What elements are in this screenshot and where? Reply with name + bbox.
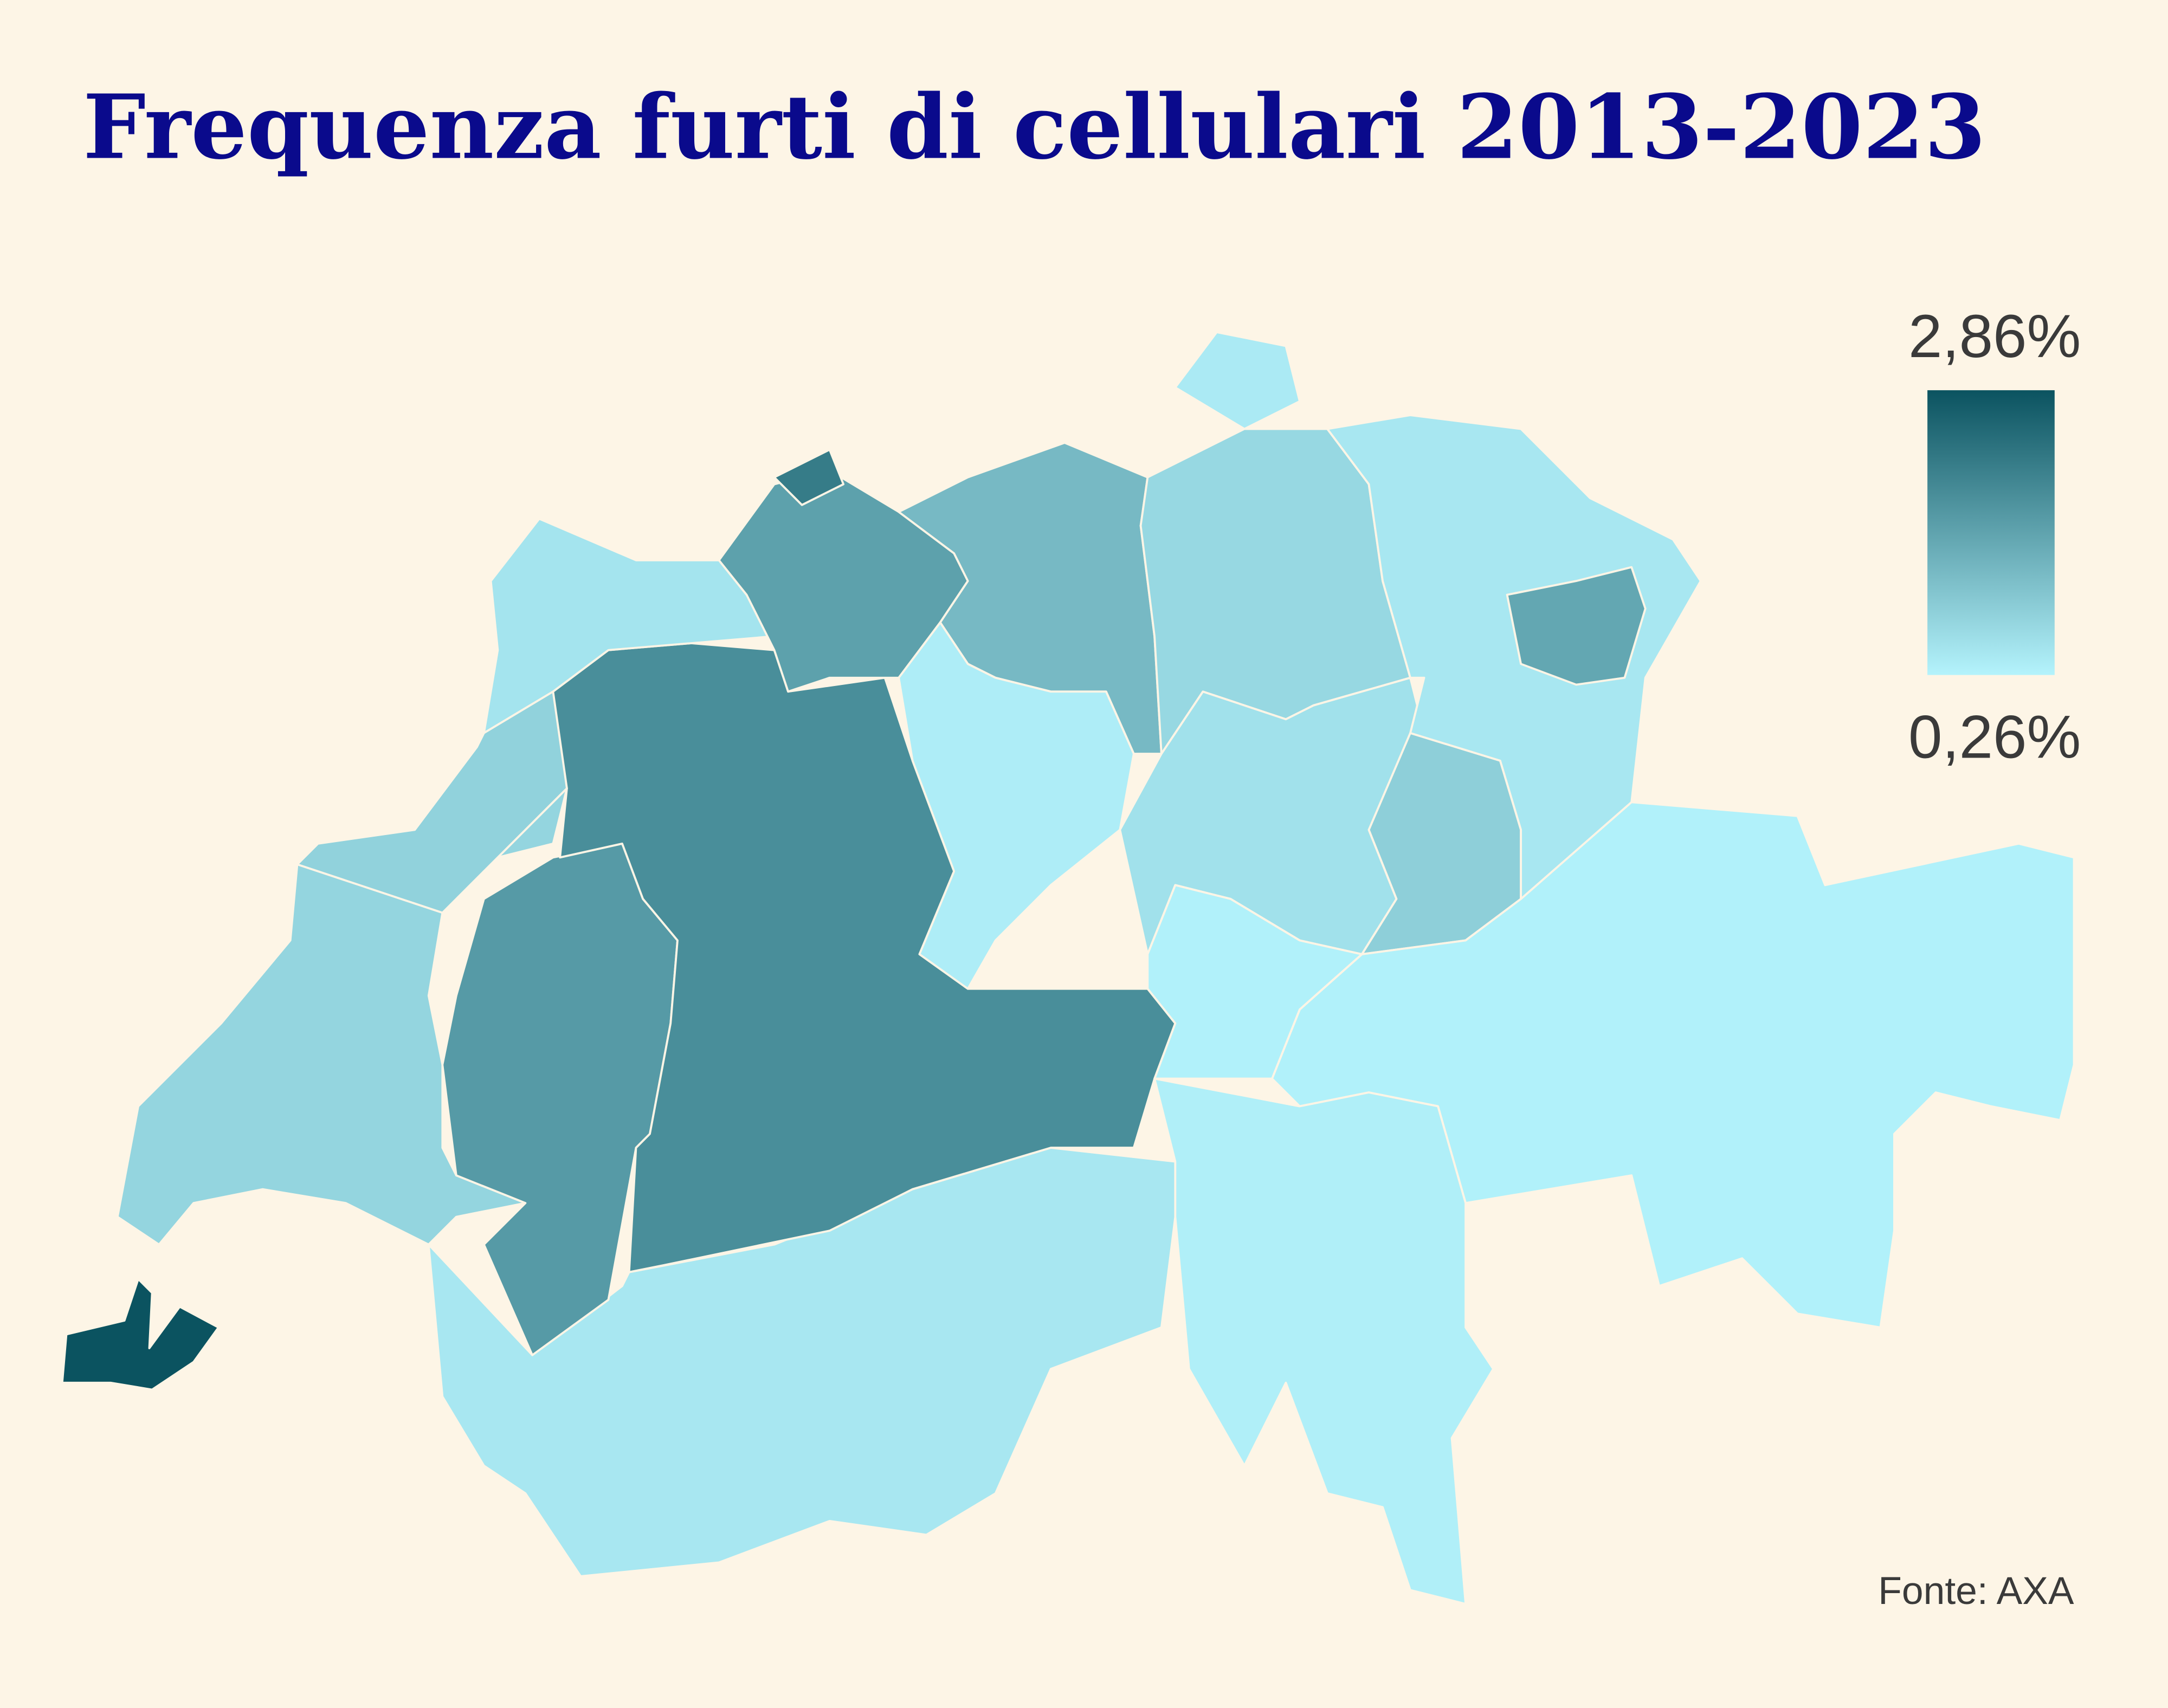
source-note: Fonte: AXA xyxy=(1878,1569,2074,1613)
region xyxy=(1146,884,1363,1080)
legend-min-label: 0,26% xyxy=(1908,703,2081,771)
region xyxy=(1506,566,1647,686)
chart-title: Frequenza furti di cellulari 2013-2023 xyxy=(83,75,1986,179)
region xyxy=(482,517,776,734)
regions xyxy=(61,331,2075,1605)
region xyxy=(61,1278,220,1391)
legend-max-label: 2,86% xyxy=(1908,302,2081,370)
legend-color-bar xyxy=(1927,390,2055,675)
region xyxy=(1153,1077,1495,1605)
region xyxy=(773,448,845,506)
region xyxy=(1174,331,1301,430)
region xyxy=(296,690,568,914)
